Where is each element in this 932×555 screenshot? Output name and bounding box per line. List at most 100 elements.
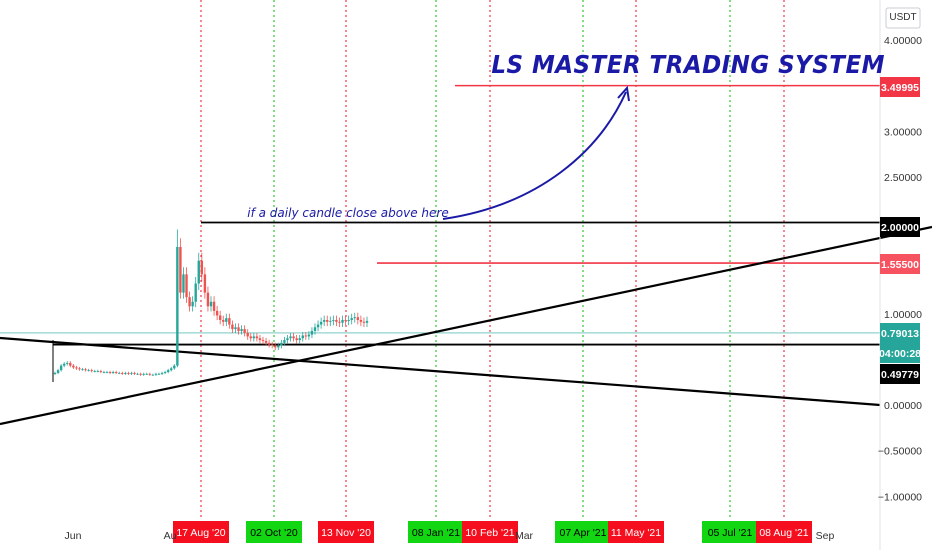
- time-marker-label: 11 May '21: [611, 527, 661, 539]
- price-tag: [880, 77, 920, 97]
- candle-body: [246, 332, 249, 337]
- candle-body: [66, 362, 69, 364]
- candle-body: [338, 321, 341, 323]
- price-tag: [880, 217, 920, 237]
- candle-body: [258, 338, 262, 341]
- candle-body: [145, 373, 148, 375]
- candle-body: [218, 315, 222, 320]
- candle-body: [121, 372, 124, 374]
- candle-body: [228, 318, 231, 325]
- price-tag-label: 0.79013: [881, 328, 919, 340]
- time-marker-badge: [702, 521, 758, 543]
- candle-body: [292, 336, 295, 339]
- candle-body: [72, 365, 75, 368]
- candle-body: [252, 336, 256, 339]
- candle-body: [222, 320, 225, 322]
- candle-body: [313, 327, 317, 331]
- y-tick-label: 1.00000: [884, 309, 922, 321]
- candle-body: [130, 372, 133, 374]
- candle-body: [203, 274, 207, 293]
- candle-body: [261, 340, 265, 341]
- candle-body: [111, 372, 115, 373]
- candle-body: [69, 362, 72, 366]
- candle-body: [142, 373, 145, 375]
- candle-body: [56, 370, 60, 373]
- candle-body: [136, 373, 139, 375]
- candle-body: [319, 321, 323, 325]
- time-marker-label: 10 Feb '21: [465, 527, 514, 539]
- candle-body: [133, 372, 136, 374]
- candle-body: [304, 335, 308, 337]
- candle-body: [341, 320, 344, 323]
- price-tag: [880, 254, 920, 274]
- y-tick-label: 2.50000: [884, 172, 922, 184]
- candle-body: [96, 371, 100, 372]
- candle-body: [329, 320, 332, 322]
- candle-body: [274, 345, 277, 348]
- candle-body: [173, 365, 176, 369]
- candle-body: [182, 274, 185, 293]
- candle-body: [160, 372, 164, 374]
- candle-body: [347, 320, 350, 321]
- candle-body: [148, 373, 152, 375]
- time-marker-badge: [756, 521, 812, 543]
- candle-body: [124, 372, 127, 374]
- candle-body: [231, 324, 234, 330]
- candle-body: [53, 372, 57, 374]
- candle-body: [316, 324, 320, 328]
- candle-body: [93, 371, 96, 372]
- x-tick-label: Mar: [515, 530, 534, 542]
- candle-body: [185, 274, 188, 298]
- candle-body: [310, 330, 314, 335]
- candle-body: [249, 336, 252, 339]
- price-tag-label: 1.55500: [881, 259, 919, 271]
- candle-body: [105, 372, 109, 373]
- candle-body: [62, 363, 66, 366]
- candle-body: [240, 329, 243, 331]
- y-tick-label: 0.00000: [884, 400, 922, 412]
- candle-body: [157, 373, 161, 375]
- candle-body: [215, 310, 219, 316]
- candle-body: [255, 336, 259, 339]
- candle-body: [81, 369, 84, 371]
- candle-body: [102, 372, 106, 373]
- time-marker-label: 08 Jan '21: [412, 527, 460, 539]
- time-marker-label: 17 Aug '20: [176, 527, 225, 539]
- y-tick-label: −0.50000: [878, 446, 922, 458]
- candle-body: [298, 338, 301, 341]
- candle-body: [280, 342, 283, 346]
- candle-body: [108, 372, 112, 373]
- candle-body: [197, 260, 200, 284]
- currency-box: [885, 7, 921, 29]
- time-marker-badge: [608, 521, 664, 543]
- candle-body: [118, 372, 121, 374]
- candle-body: [267, 342, 271, 345]
- candle-body: [194, 283, 197, 302]
- candle-body: [206, 292, 210, 307]
- time-marker-badge: [555, 521, 611, 543]
- time-marker-badge: [462, 521, 518, 543]
- candle-body: [179, 247, 182, 293]
- candle-body: [264, 340, 268, 343]
- arrow-head-icon: [617, 85, 630, 102]
- candle-body: [87, 370, 90, 371]
- candle-body: [344, 320, 347, 321]
- candle-body: [356, 317, 360, 320]
- candle-body: [114, 372, 118, 373]
- time-marker-badge: [408, 521, 464, 543]
- candle-body: [84, 369, 87, 371]
- candle-body: [59, 365, 63, 371]
- price-tag-label: 2.00000: [881, 222, 919, 234]
- descending-trendline: [0, 336, 881, 407]
- candle-body: [335, 320, 338, 322]
- candle-body: [353, 317, 356, 319]
- candle-body: [200, 260, 204, 275]
- time-marker-label: 02 Oct '20: [250, 527, 298, 539]
- candle-body: [359, 320, 363, 322]
- time-marker-label: 07 Apr '21: [560, 527, 607, 539]
- candle-body: [307, 334, 311, 337]
- candle-body: [188, 297, 191, 307]
- chart-title: LS MASTER TRADING SYSTEM: [491, 50, 885, 79]
- candle-body: [191, 301, 194, 307]
